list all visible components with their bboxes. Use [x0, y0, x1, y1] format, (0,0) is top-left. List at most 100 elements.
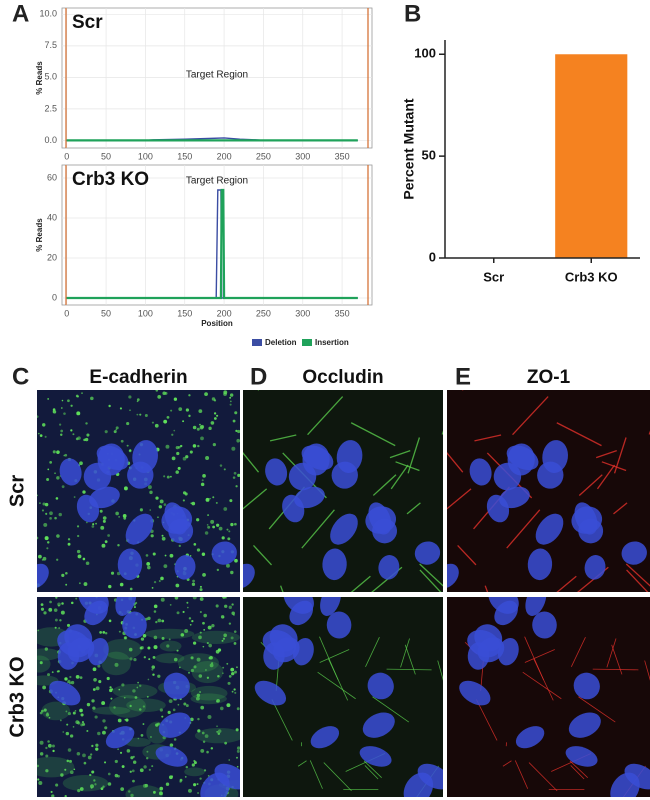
speckle: [76, 752, 81, 756]
chart-title: Crb3 KO: [72, 169, 149, 190]
speckle: [77, 554, 82, 559]
speckle: [147, 616, 151, 621]
nucleus: [573, 672, 600, 700]
speckle: [201, 552, 206, 556]
speckle: [104, 632, 108, 635]
junction: [419, 563, 443, 587]
speckle: [139, 768, 144, 773]
speckle: [102, 519, 106, 523]
junction: [400, 638, 410, 668]
junction: [484, 585, 489, 592]
speckle: [70, 680, 75, 685]
speckle: [77, 534, 80, 538]
junction: [350, 422, 396, 447]
speckle: [51, 744, 55, 748]
speckle: [199, 423, 201, 426]
speckle: [47, 398, 50, 400]
speckle: [104, 430, 108, 434]
speckle: [102, 516, 107, 520]
speckle: [164, 554, 167, 557]
nucleus: [477, 637, 505, 663]
speckle: [188, 617, 192, 620]
speckle: [52, 450, 56, 454]
panel-label: D: [250, 363, 267, 390]
speckle: [83, 582, 88, 586]
legend-label: Deletion: [265, 338, 297, 347]
speckle: [211, 662, 214, 665]
speckle: [231, 611, 235, 615]
speckle: [130, 793, 134, 797]
speckle: [100, 787, 104, 791]
speckle: [197, 444, 200, 448]
speckle: [153, 790, 156, 794]
speckle: [44, 647, 48, 651]
speckle: [39, 711, 43, 715]
speckle: [109, 686, 112, 689]
speckle: [79, 461, 83, 466]
speckle: [216, 523, 220, 527]
speckle: [95, 522, 97, 525]
speckle: [201, 731, 205, 735]
junction: [404, 644, 416, 675]
nucleus: [125, 513, 154, 545]
nucleus: [78, 597, 109, 614]
speckle: [155, 496, 159, 500]
speckle: [191, 501, 196, 506]
speckle: [185, 765, 189, 769]
speckle: [126, 421, 130, 426]
junction: [474, 434, 502, 442]
junction: [606, 638, 617, 668]
speckle: [175, 583, 180, 588]
speckle: [102, 631, 106, 634]
speckle: [168, 699, 173, 704]
speckle: [177, 445, 181, 449]
speckle: [123, 486, 128, 491]
speckle: [197, 792, 199, 794]
x-tick-label: 200: [217, 151, 232, 161]
speckle: [193, 665, 197, 669]
speckle: [153, 610, 157, 613]
speckle: [86, 433, 90, 437]
speckle: [144, 413, 148, 417]
speckle: [93, 779, 96, 782]
speckle: [195, 696, 200, 701]
plot-area: [61, 7, 373, 149]
junction: [297, 760, 307, 767]
speckle: [90, 396, 94, 401]
nucleus: [568, 712, 601, 738]
micrograph: [243, 597, 443, 797]
speckle: [59, 423, 62, 426]
speckle: [42, 556, 47, 561]
speckle: [102, 730, 106, 735]
speckle: [117, 748, 119, 751]
junction: [611, 644, 623, 675]
speckle: [189, 450, 193, 454]
haze: [112, 683, 158, 699]
speckle: [165, 444, 170, 449]
speckle: [39, 752, 44, 756]
speckle: [167, 710, 171, 714]
speckle: [199, 585, 202, 588]
speckle: [37, 415, 39, 418]
speckle: [235, 429, 238, 432]
speckle: [157, 722, 160, 726]
speckle: [234, 522, 237, 526]
speckle: [223, 633, 227, 638]
speckle: [229, 393, 234, 397]
speckle: [200, 482, 205, 487]
speckle: [128, 647, 133, 652]
speckle: [232, 419, 236, 423]
nucleus: [537, 461, 564, 489]
speckle: [69, 675, 72, 679]
speckle: [171, 775, 174, 778]
speckle: [169, 553, 174, 558]
nucleus: [243, 563, 255, 589]
speckle: [212, 525, 216, 529]
speckle: [155, 620, 158, 624]
speckle: [132, 760, 137, 764]
speckle: [132, 689, 136, 693]
junction: [271, 699, 293, 741]
junction: [556, 575, 577, 592]
speckle: [176, 451, 180, 456]
